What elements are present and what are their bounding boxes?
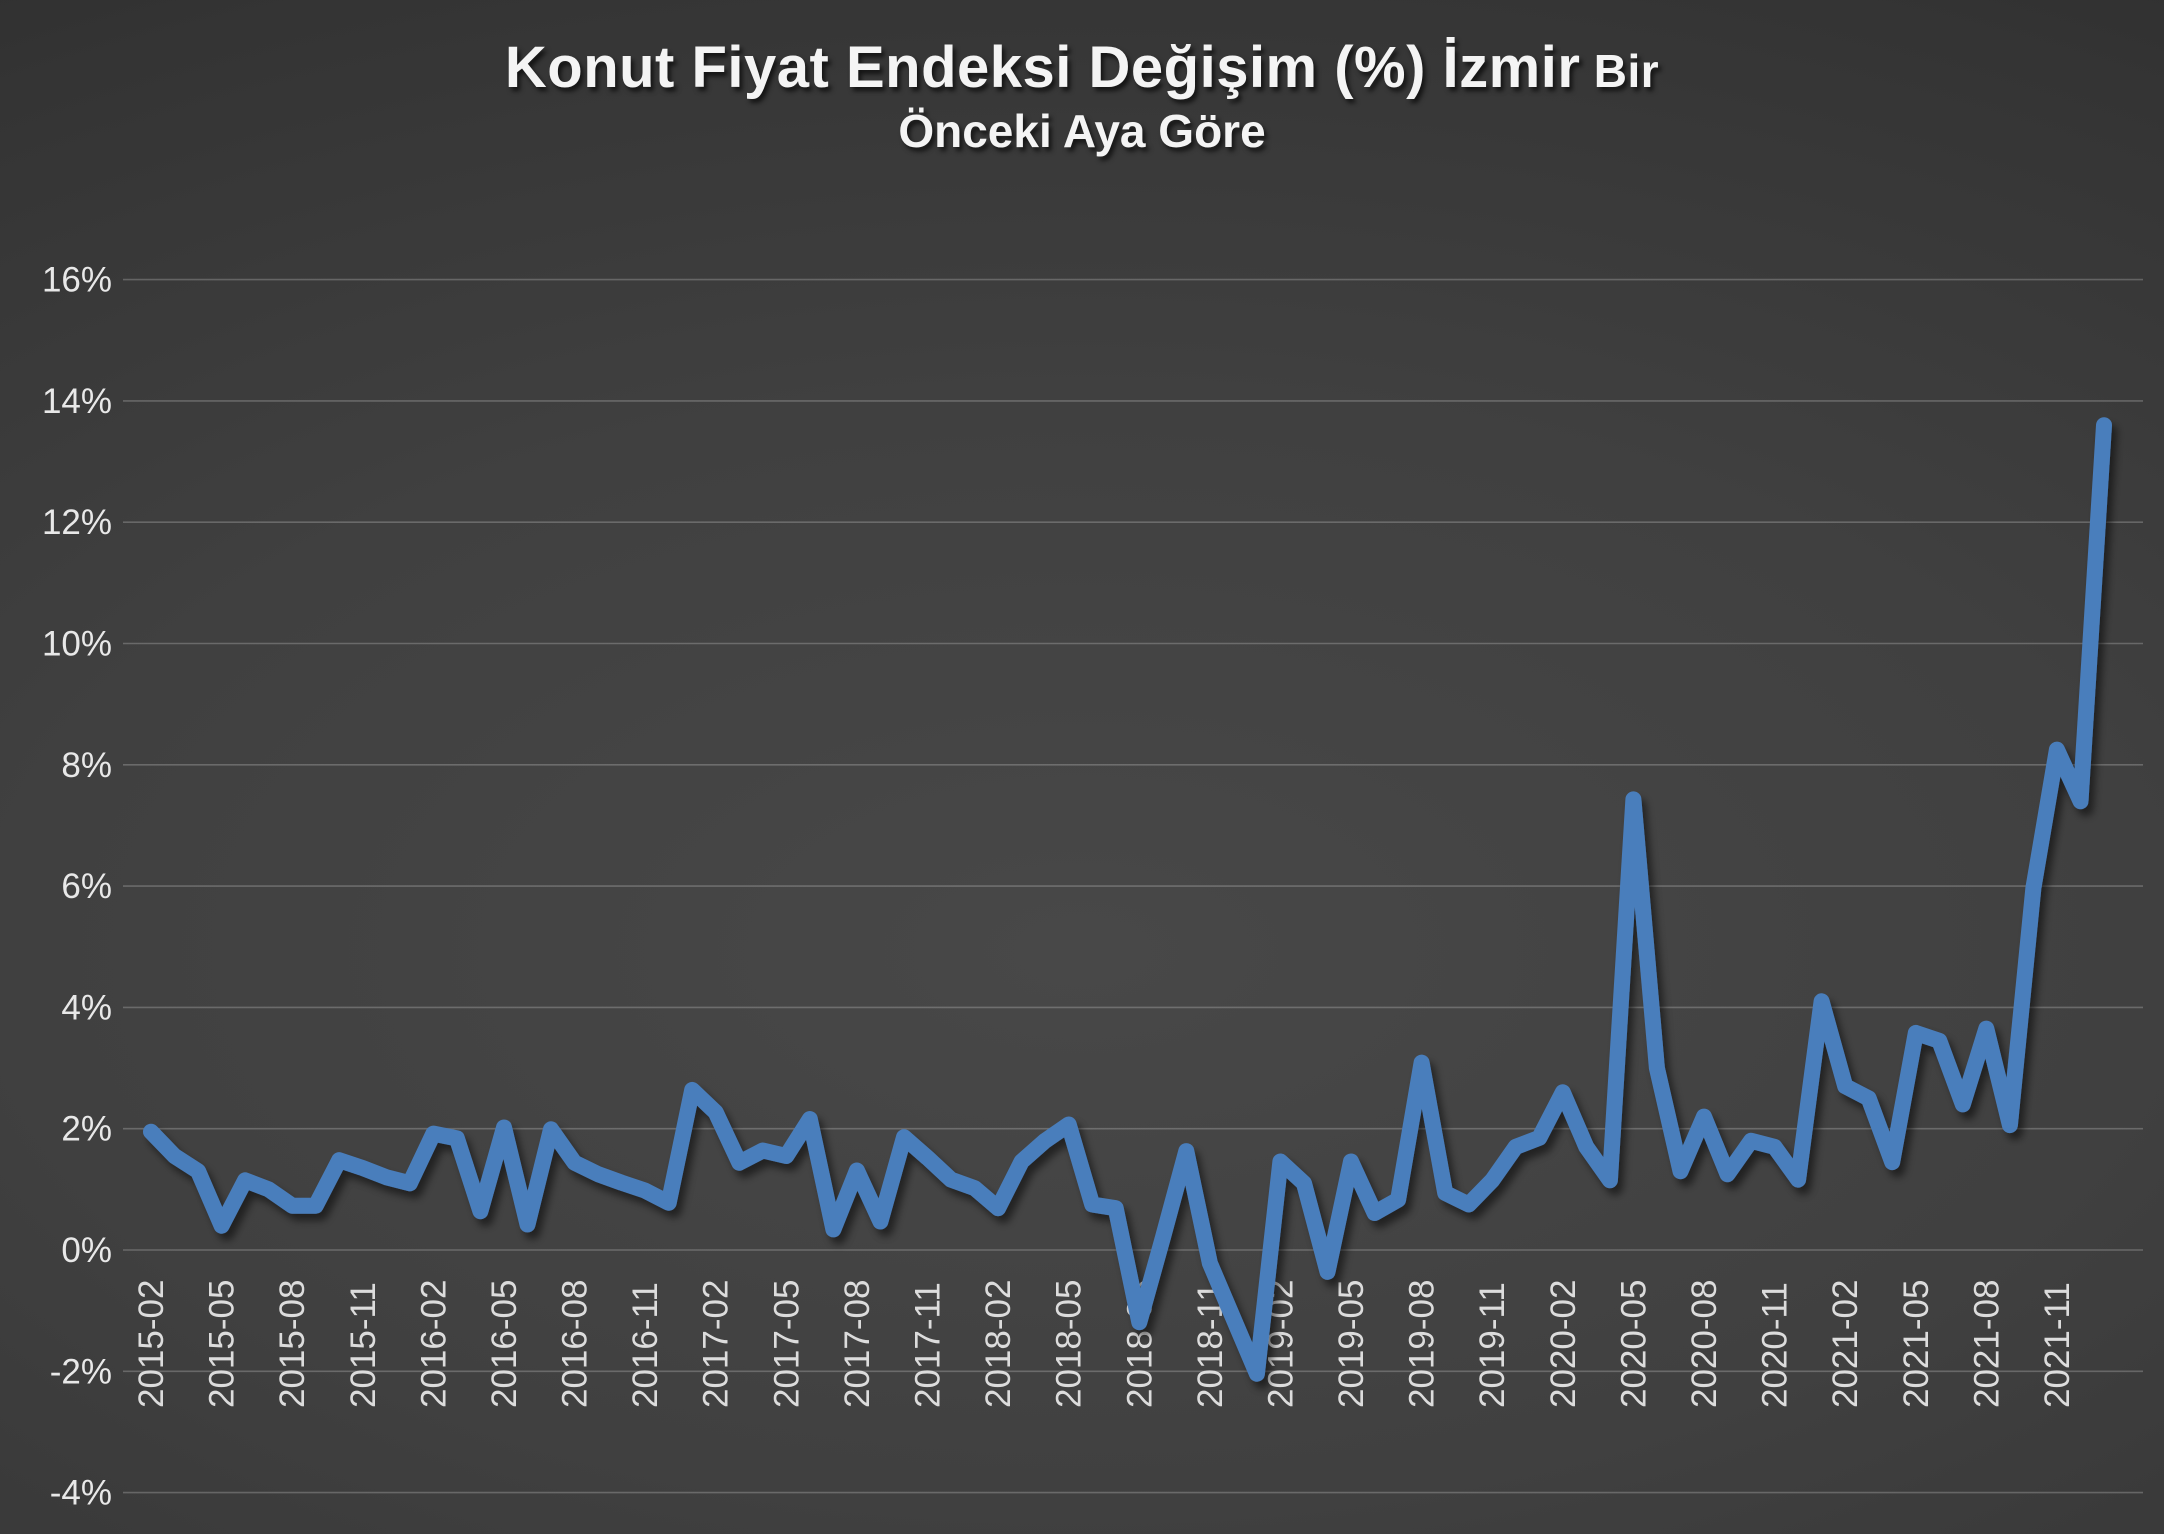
- x-tick-label: 2018-02: [979, 1280, 1018, 1408]
- x-tick-label: 2017-05: [767, 1280, 806, 1408]
- x-tick-label: 2020-05: [1614, 1280, 1653, 1408]
- chart-title-line2: Önceki Aya Göre: [898, 105, 1266, 158]
- y-tick-label: 14%: [42, 382, 112, 421]
- x-tick-label: 2016-11: [626, 1282, 665, 1408]
- series-layer: [143, 417, 2112, 1382]
- y-tick-label: 2%: [61, 1110, 112, 1149]
- x-tick-label: 2016-05: [485, 1280, 524, 1408]
- x-tick-label: 2015-11: [344, 1282, 383, 1408]
- x-tick-label: 2017-11: [908, 1282, 947, 1408]
- y-tick-label: 16%: [42, 261, 112, 300]
- chart-title-suffix: Bir: [1580, 45, 1660, 97]
- x-tick-label: 2020-02: [1544, 1280, 1583, 1408]
- y-tick-label: 4%: [61, 988, 112, 1027]
- x-tick-label: 2019-08: [1403, 1280, 1442, 1408]
- y-tick-label: -2%: [50, 1352, 112, 1391]
- x-tick-label: 2021-02: [1826, 1280, 1865, 1408]
- y-tick-label: 10%: [42, 625, 112, 664]
- y-tick-label: 12%: [42, 503, 112, 542]
- x-tick-label: 2019-11: [1473, 1282, 1512, 1408]
- y-tick-label: 6%: [61, 867, 112, 906]
- x-tick-label: 2021-11: [2038, 1282, 2077, 1408]
- x-tick-label: 2021-08: [1967, 1280, 2006, 1408]
- x-tick-label: 2020-08: [1685, 1280, 1724, 1408]
- gridlines-layer: [123, 278, 2143, 1494]
- x-axis-labels: 2015-02 2015-05 2015-08 2015-11 2016-02 2016-…: [132, 1280, 2077, 1408]
- x-tick-label: 2017-02: [697, 1280, 736, 1408]
- x-tick-label: 2016-08: [556, 1280, 595, 1408]
- chart-title-line1: Konut Fiyat Endeksi Değişim (%) İzmir Bi…: [0, 34, 2164, 102]
- izmir-series-line: [143, 417, 2112, 1382]
- x-tick-label: 2016-02: [414, 1280, 453, 1408]
- x-tick-label: 2021-05: [1897, 1280, 1936, 1408]
- y-tick-label: -4%: [50, 1474, 112, 1513]
- x-tick-label: 2017-08: [838, 1280, 877, 1408]
- x-tick-label: 2020-11: [1756, 1282, 1795, 1408]
- x-tick-label: 2015-08: [273, 1280, 312, 1408]
- x-tick-label: 2018-05: [1050, 1280, 1089, 1408]
- y-tick-label: 8%: [61, 746, 112, 785]
- y-tick-label: 0%: [61, 1231, 112, 1270]
- chart-title-main: Konut Fiyat Endeksi Değişim (%) İzmir: [504, 35, 1581, 100]
- y-axis-labels: 16% 14% 12% 10% 8% 6% 4% 2% 0% -2% -4%: [42, 261, 112, 1513]
- x-tick-label: 2015-05: [203, 1280, 242, 1408]
- x-tick-label: 2019-05: [1332, 1280, 1371, 1408]
- chart-title: Konut Fiyat Endeksi Değişim (%) İzmir Bi…: [0, 34, 2164, 159]
- x-tick-label: 2015-02: [132, 1280, 171, 1408]
